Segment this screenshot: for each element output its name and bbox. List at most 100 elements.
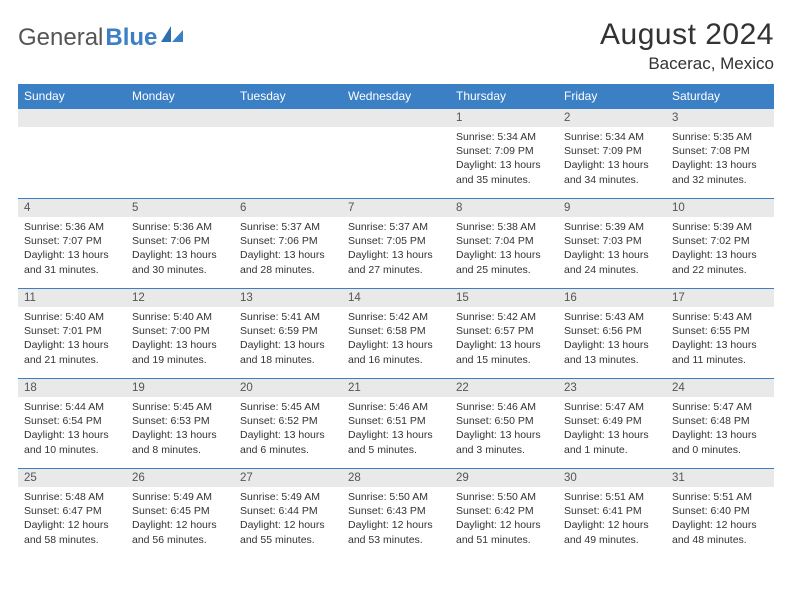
day-detail: Sunrise: 5:36 AMSunset: 7:07 PMDaylight:… bbox=[18, 217, 126, 281]
day-number: 21 bbox=[342, 379, 450, 397]
brand-blue: Blue bbox=[105, 24, 157, 52]
day-detail: Sunrise: 5:49 AMSunset: 6:45 PMDaylight:… bbox=[126, 487, 234, 551]
calendar-day-cell: 3Sunrise: 5:35 AMSunset: 7:08 PMDaylight… bbox=[666, 109, 774, 199]
day-detail: Sunrise: 5:42 AMSunset: 6:58 PMDaylight:… bbox=[342, 307, 450, 371]
weekday-row: SundayMondayTuesdayWednesdayThursdayFrid… bbox=[18, 84, 774, 109]
day-detail: Sunrise: 5:47 AMSunset: 6:49 PMDaylight:… bbox=[558, 397, 666, 461]
day-number: 22 bbox=[450, 379, 558, 397]
day-detail: Sunrise: 5:36 AMSunset: 7:06 PMDaylight:… bbox=[126, 217, 234, 281]
weekday-header: Monday bbox=[126, 84, 234, 109]
day-detail: Sunrise: 5:40 AMSunset: 7:01 PMDaylight:… bbox=[18, 307, 126, 371]
day-detail: Sunrise: 5:44 AMSunset: 6:54 PMDaylight:… bbox=[18, 397, 126, 461]
day-number: 4 bbox=[18, 199, 126, 217]
day-number: 23 bbox=[558, 379, 666, 397]
calendar-day-cell: 26Sunrise: 5:49 AMSunset: 6:45 PMDayligh… bbox=[126, 469, 234, 559]
day-number: 18 bbox=[18, 379, 126, 397]
day-number: 19 bbox=[126, 379, 234, 397]
calendar-week-row: 25Sunrise: 5:48 AMSunset: 6:47 PMDayligh… bbox=[18, 469, 774, 559]
calendar-day-cell bbox=[342, 109, 450, 199]
day-detail: Sunrise: 5:39 AMSunset: 7:03 PMDaylight:… bbox=[558, 217, 666, 281]
calendar-day-cell: 14Sunrise: 5:42 AMSunset: 6:58 PMDayligh… bbox=[342, 289, 450, 379]
day-number: 25 bbox=[18, 469, 126, 487]
calendar-week-row: 18Sunrise: 5:44 AMSunset: 6:54 PMDayligh… bbox=[18, 379, 774, 469]
day-number bbox=[342, 109, 450, 127]
calendar-day-cell: 13Sunrise: 5:41 AMSunset: 6:59 PMDayligh… bbox=[234, 289, 342, 379]
calendar-head: SundayMondayTuesdayWednesdayThursdayFrid… bbox=[18, 84, 774, 109]
day-detail: Sunrise: 5:42 AMSunset: 6:57 PMDaylight:… bbox=[450, 307, 558, 371]
brand-general: General bbox=[18, 24, 103, 52]
day-number bbox=[234, 109, 342, 127]
day-number: 10 bbox=[666, 199, 774, 217]
day-detail: Sunrise: 5:40 AMSunset: 7:00 PMDaylight:… bbox=[126, 307, 234, 371]
day-number bbox=[18, 109, 126, 127]
day-detail: Sunrise: 5:37 AMSunset: 7:05 PMDaylight:… bbox=[342, 217, 450, 281]
day-number: 14 bbox=[342, 289, 450, 307]
day-number: 7 bbox=[342, 199, 450, 217]
calendar-day-cell: 19Sunrise: 5:45 AMSunset: 6:53 PMDayligh… bbox=[126, 379, 234, 469]
day-detail: Sunrise: 5:50 AMSunset: 6:43 PMDaylight:… bbox=[342, 487, 450, 551]
calendar-day-cell: 31Sunrise: 5:51 AMSunset: 6:40 PMDayligh… bbox=[666, 469, 774, 559]
calendar-day-cell: 18Sunrise: 5:44 AMSunset: 6:54 PMDayligh… bbox=[18, 379, 126, 469]
day-number: 9 bbox=[558, 199, 666, 217]
month-title: August 2024 bbox=[600, 18, 774, 52]
day-detail: Sunrise: 5:48 AMSunset: 6:47 PMDaylight:… bbox=[18, 487, 126, 551]
day-detail: Sunrise: 5:39 AMSunset: 7:02 PMDaylight:… bbox=[666, 217, 774, 281]
calendar-body: 1Sunrise: 5:34 AMSunset: 7:09 PMDaylight… bbox=[18, 109, 774, 559]
calendar-week-row: 11Sunrise: 5:40 AMSunset: 7:01 PMDayligh… bbox=[18, 289, 774, 379]
calendar-day-cell: 6Sunrise: 5:37 AMSunset: 7:06 PMDaylight… bbox=[234, 199, 342, 289]
calendar-day-cell: 2Sunrise: 5:34 AMSunset: 7:09 PMDaylight… bbox=[558, 109, 666, 199]
header: GeneralBlue August 2024 Bacerac, Mexico bbox=[18, 18, 774, 74]
day-detail: Sunrise: 5:46 AMSunset: 6:51 PMDaylight:… bbox=[342, 397, 450, 461]
day-number: 30 bbox=[558, 469, 666, 487]
day-number: 26 bbox=[126, 469, 234, 487]
calendar-day-cell: 16Sunrise: 5:43 AMSunset: 6:56 PMDayligh… bbox=[558, 289, 666, 379]
day-detail: Sunrise: 5:51 AMSunset: 6:41 PMDaylight:… bbox=[558, 487, 666, 551]
calendar-week-row: 4Sunrise: 5:36 AMSunset: 7:07 PMDaylight… bbox=[18, 199, 774, 289]
location-label: Bacerac, Mexico bbox=[600, 54, 774, 74]
day-detail: Sunrise: 5:38 AMSunset: 7:04 PMDaylight:… bbox=[450, 217, 558, 281]
day-detail: Sunrise: 5:34 AMSunset: 7:09 PMDaylight:… bbox=[450, 127, 558, 191]
calendar-day-cell: 12Sunrise: 5:40 AMSunset: 7:00 PMDayligh… bbox=[126, 289, 234, 379]
weekday-header: Sunday bbox=[18, 84, 126, 109]
weekday-header: Thursday bbox=[450, 84, 558, 109]
calendar-page: GeneralBlue August 2024 Bacerac, Mexico … bbox=[0, 0, 792, 569]
day-detail: Sunrise: 5:45 AMSunset: 6:52 PMDaylight:… bbox=[234, 397, 342, 461]
calendar-day-cell: 17Sunrise: 5:43 AMSunset: 6:55 PMDayligh… bbox=[666, 289, 774, 379]
calendar-day-cell: 11Sunrise: 5:40 AMSunset: 7:01 PMDayligh… bbox=[18, 289, 126, 379]
day-number: 20 bbox=[234, 379, 342, 397]
calendar-day-cell: 20Sunrise: 5:45 AMSunset: 6:52 PMDayligh… bbox=[234, 379, 342, 469]
title-block: August 2024 Bacerac, Mexico bbox=[600, 18, 774, 74]
day-number: 13 bbox=[234, 289, 342, 307]
day-detail: Sunrise: 5:37 AMSunset: 7:06 PMDaylight:… bbox=[234, 217, 342, 281]
calendar-day-cell: 15Sunrise: 5:42 AMSunset: 6:57 PMDayligh… bbox=[450, 289, 558, 379]
day-detail: Sunrise: 5:35 AMSunset: 7:08 PMDaylight:… bbox=[666, 127, 774, 191]
day-number: 16 bbox=[558, 289, 666, 307]
weekday-header: Friday bbox=[558, 84, 666, 109]
calendar-day-cell bbox=[126, 109, 234, 199]
day-detail: Sunrise: 5:51 AMSunset: 6:40 PMDaylight:… bbox=[666, 487, 774, 551]
day-number: 28 bbox=[342, 469, 450, 487]
day-number: 12 bbox=[126, 289, 234, 307]
day-number: 15 bbox=[450, 289, 558, 307]
day-detail: Sunrise: 5:43 AMSunset: 6:55 PMDaylight:… bbox=[666, 307, 774, 371]
calendar-day-cell: 22Sunrise: 5:46 AMSunset: 6:50 PMDayligh… bbox=[450, 379, 558, 469]
calendar-day-cell bbox=[18, 109, 126, 199]
day-detail: Sunrise: 5:46 AMSunset: 6:50 PMDaylight:… bbox=[450, 397, 558, 461]
day-detail: Sunrise: 5:50 AMSunset: 6:42 PMDaylight:… bbox=[450, 487, 558, 551]
calendar-day-cell: 5Sunrise: 5:36 AMSunset: 7:06 PMDaylight… bbox=[126, 199, 234, 289]
day-number: 31 bbox=[666, 469, 774, 487]
day-number: 27 bbox=[234, 469, 342, 487]
day-detail: Sunrise: 5:34 AMSunset: 7:09 PMDaylight:… bbox=[558, 127, 666, 191]
day-number: 2 bbox=[558, 109, 666, 127]
day-detail: Sunrise: 5:41 AMSunset: 6:59 PMDaylight:… bbox=[234, 307, 342, 371]
calendar-day-cell: 29Sunrise: 5:50 AMSunset: 6:42 PMDayligh… bbox=[450, 469, 558, 559]
day-number: 6 bbox=[234, 199, 342, 217]
day-number: 3 bbox=[666, 109, 774, 127]
calendar-day-cell: 10Sunrise: 5:39 AMSunset: 7:02 PMDayligh… bbox=[666, 199, 774, 289]
calendar-day-cell: 1Sunrise: 5:34 AMSunset: 7:09 PMDaylight… bbox=[450, 109, 558, 199]
calendar-week-row: 1Sunrise: 5:34 AMSunset: 7:09 PMDaylight… bbox=[18, 109, 774, 199]
day-detail: Sunrise: 5:47 AMSunset: 6:48 PMDaylight:… bbox=[666, 397, 774, 461]
day-number: 1 bbox=[450, 109, 558, 127]
day-detail: Sunrise: 5:45 AMSunset: 6:53 PMDaylight:… bbox=[126, 397, 234, 461]
day-number: 8 bbox=[450, 199, 558, 217]
